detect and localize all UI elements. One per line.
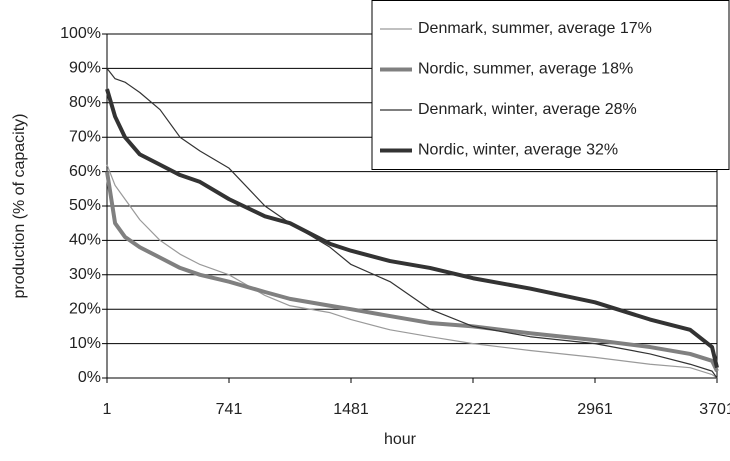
x-tick-label: 3701 [699, 401, 730, 418]
y-tick-label: 30% [69, 266, 101, 283]
y-tick-label: 10% [69, 335, 101, 352]
x-tick-label: 2961 [577, 401, 613, 418]
y-tick-label: 0% [78, 369, 101, 386]
y-tick-label: 20% [69, 300, 101, 317]
y-tick-label: 100% [60, 25, 101, 42]
legend-label: Nordic, summer, average 18% [418, 61, 633, 78]
y-tick-label: 80% [69, 94, 101, 111]
y-tick-label: 60% [69, 163, 101, 180]
x-tick-label: 1481 [333, 401, 369, 418]
legend-label: Denmark, summer, average 17% [418, 20, 652, 37]
y-tick-label: 90% [69, 60, 101, 77]
y-tick-label: 40% [69, 232, 101, 249]
y-tick-label: 70% [69, 128, 101, 145]
y-tick-label: 50% [69, 197, 101, 214]
x-axis-label: hour [384, 431, 417, 448]
x-tick-label: 2221 [455, 401, 491, 418]
x-tick-label: 741 [216, 401, 243, 418]
y-axis-label: production (% of capacity) [11, 114, 28, 299]
series-line [105, 171, 719, 372]
series-line [105, 88, 719, 369]
legend-box [371, 0, 730, 170]
legend-label: Denmark, winter, average 28% [418, 101, 637, 118]
series-line [106, 68, 718, 379]
x-tick-label: 1 [103, 401, 112, 418]
legend-label: Nordic, winter, average 32% [418, 142, 618, 159]
series-line [106, 164, 718, 379]
